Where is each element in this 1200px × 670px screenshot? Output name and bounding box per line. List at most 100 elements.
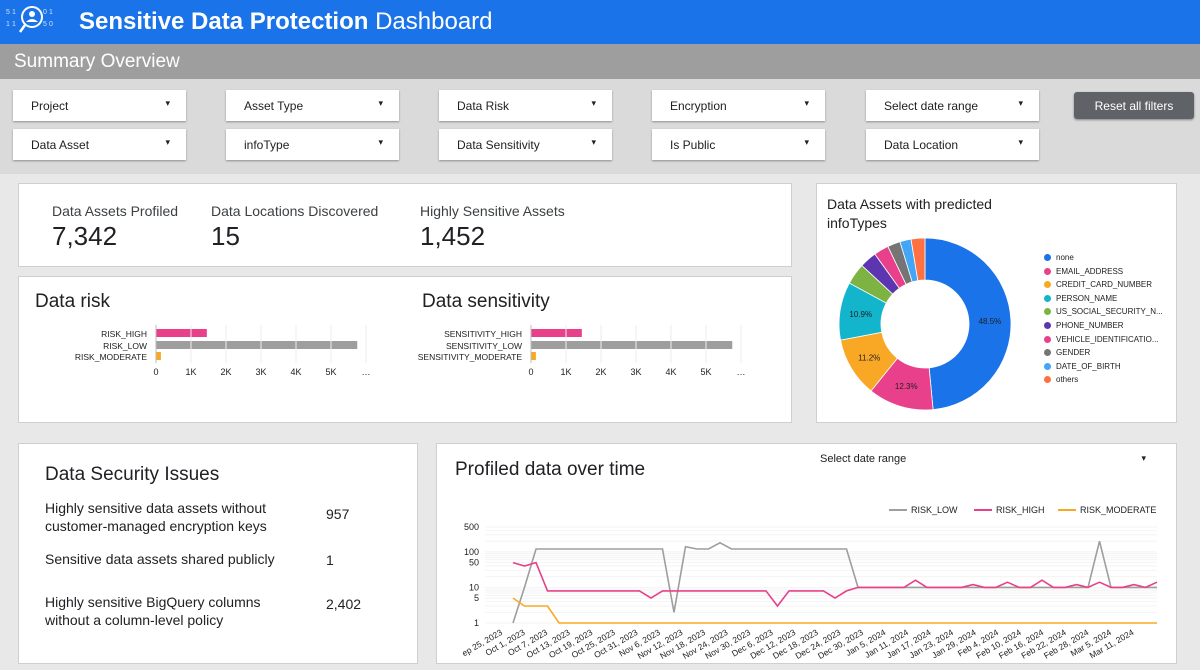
filter-infotype[interactable]: infoType ▾ [226,129,399,160]
bar-category-label: RISK_HIGH [101,329,147,339]
filter-encryption[interactable]: Encryption ▾ [652,90,825,121]
date-range-label: Select date range [820,453,907,465]
filter-label: Encryption [670,99,727,113]
pie-legend-item[interactable]: none [1044,253,1074,262]
filter-label: Project [31,99,69,113]
kpi-locations-discovered: Data Locations Discovered 15 [211,203,378,252]
filter-data-risk[interactable]: Data Risk ▾ [439,90,612,121]
pie-legend-label: GENDER [1056,348,1091,358]
kpi-value: 1,452 [420,221,486,251]
issue-text: Sensitive data assets shared publicly [45,551,275,567]
summary-title: Summary Overview [14,51,180,72]
x-tick-label: … [362,367,371,377]
kpi-value: 15 [211,221,240,251]
pie-legend-item[interactable]: DATE_OF_BIRTH [1044,362,1121,371]
infotype-pie-card: Data Assets with predicted infoTypes 48.… [816,183,1177,423]
legend-label: RISK_MODERATE [1080,505,1156,515]
filter-label: Data Asset [31,138,90,152]
pie-legend-item[interactable]: others [1044,375,1078,384]
issue-text: without a column-level policy [45,612,224,628]
chevron-down-icon: ▾ [1141,453,1146,463]
kpi-label: Data Locations Discovered [211,203,379,219]
filter-data-location[interactable]: Data Location ▾ [866,129,1039,160]
chevron-down-icon: ▾ [591,98,596,108]
filter-is-public[interactable]: Is Public ▾ [652,129,825,160]
filter-data-asset[interactable]: Data Asset ▾ [13,129,186,160]
legend-label: RISK_HIGH [996,505,1045,515]
issue-value: 957 [326,506,350,522]
pie-legend-label: PERSON_NAME [1056,293,1118,303]
pie-slice-label: 12.3% [895,382,918,391]
chevron-down-icon: ▾ [165,137,170,147]
bar-category-label: SENSITIVITY_LOW [446,341,522,351]
y-tick-label: 50 [469,558,479,568]
pie-legend-label: none [1056,253,1074,262]
filter-project[interactable]: Project ▾ [13,90,186,121]
pie-title-line2: infoTypes [827,215,887,231]
bar-category-label: SENSITIVITY_MODERATE [418,352,523,362]
chevron-down-icon: ▾ [378,137,383,147]
bar-sensitivity-high [531,329,582,337]
filter-asset-type[interactable]: Asset Type ▾ [226,90,399,121]
legend-dot-icon [1044,322,1051,329]
legend-dot-icon [1044,308,1051,316]
pie-legend-label: EMAIL_ADDRESS [1056,266,1124,276]
y-tick-label: 1 [474,618,479,628]
infotype-donut-chart: 48.5% 12.3% 11.2% 10.9% [838,237,1012,411]
security-issues-card: Data Security Issues Highly sensitive da… [18,443,418,664]
risk-title: Data risk [35,291,110,312]
pie-legend-label: DATE_OF_BIRTH [1056,361,1121,371]
logo-digit: 0 [43,9,47,16]
y-tick-label: 500 [464,522,479,532]
issue-text: Highly sensitive BigQuery columns [45,594,261,610]
y-tick-label: 10 [469,582,479,592]
pie-legend-label: others [1056,375,1079,385]
chevron-down-icon: ▾ [591,137,596,147]
summary-bar: Summary Overview [0,44,1200,79]
bar-sensitivity-moderate [531,352,536,360]
timeline-card: Profiled data over time Select date rang… [436,443,1177,664]
pie-slice-none [924,237,1012,411]
filter-label: Select date range [884,99,979,113]
issue-text: Highly sensitive data assets without [45,500,266,516]
pie-legend-item[interactable]: GENDER [1044,348,1090,357]
legend-dot-icon [1044,281,1051,289]
pie-slice-others [910,237,926,282]
kpi-card: Data Assets Profiled 7,342 Data Location… [18,183,792,267]
pie-legend-item[interactable]: US_SOCIAL_SECURITY_N... [1044,307,1163,316]
kpi-label: Data Assets Profiled [52,203,179,219]
bar-risk-low [156,341,358,349]
data-protection-logo-icon: 5 1 1 1 0 1 5 0 [0,0,60,44]
y-tick-label: 5 [474,593,479,603]
issue-cmek: Highly sensitive data assets without cus… [45,499,267,535]
filter-date-range[interactable]: Select date range ▾ [866,90,1039,121]
pie-legend-item[interactable]: PERSON_NAME [1044,294,1117,303]
bar-category-label: RISK_MODERATE [75,352,147,362]
issue-text: customer-managed encryption keys [45,518,267,534]
reset-filters-button[interactable]: Reset all filters [1074,92,1194,119]
bar-risk-moderate [156,352,161,360]
pie-slice-label: 10.9% [849,310,872,319]
pie-legend-item[interactable]: EMAIL_ADDRESS [1044,267,1123,276]
kpi-value: 7,342 [52,221,118,251]
risk-sensitivity-card: Data risk Data sensitivity RISK_HIGH RISK… [18,276,792,423]
kpi-assets-profiled: Data Assets Profiled 7,342 [52,203,178,252]
x-tick-label: 3K [630,367,641,377]
x-tick-label: 2K [595,367,606,377]
x-tick-label: 0 [153,367,158,377]
chevron-down-icon: ▾ [804,98,809,108]
pie-legend-item[interactable]: CREDIT_CARD_NUMBER [1044,280,1152,289]
series-line-risk-high [512,561,1158,608]
pie-legend-item[interactable]: PHONE_NUMBER [1044,321,1124,330]
timeline-date-range-select[interactable]: Select date range ▾ [820,453,1152,469]
filter-data-sensitivity[interactable]: Data Sensitivity ▾ [439,129,612,160]
chevron-down-icon: ▾ [1018,137,1023,147]
kpi-highly-sensitive: Highly Sensitive Assets 1,452 [420,203,565,252]
filter-label: infoType [244,138,290,152]
bar-category-label: SENSITIVITY_HIGH [444,329,522,339]
app-title: Sensitive Data Protection Dashboard [79,8,493,36]
pie-legend-item[interactable]: VEHICLE_IDENTIFICATIO... [1044,335,1159,344]
issue-column-policy: Highly sensitive BigQuery columns withou… [45,593,261,629]
pie-slice-label: 48.5% [979,317,1002,326]
logo-digit: 5 [43,21,47,28]
